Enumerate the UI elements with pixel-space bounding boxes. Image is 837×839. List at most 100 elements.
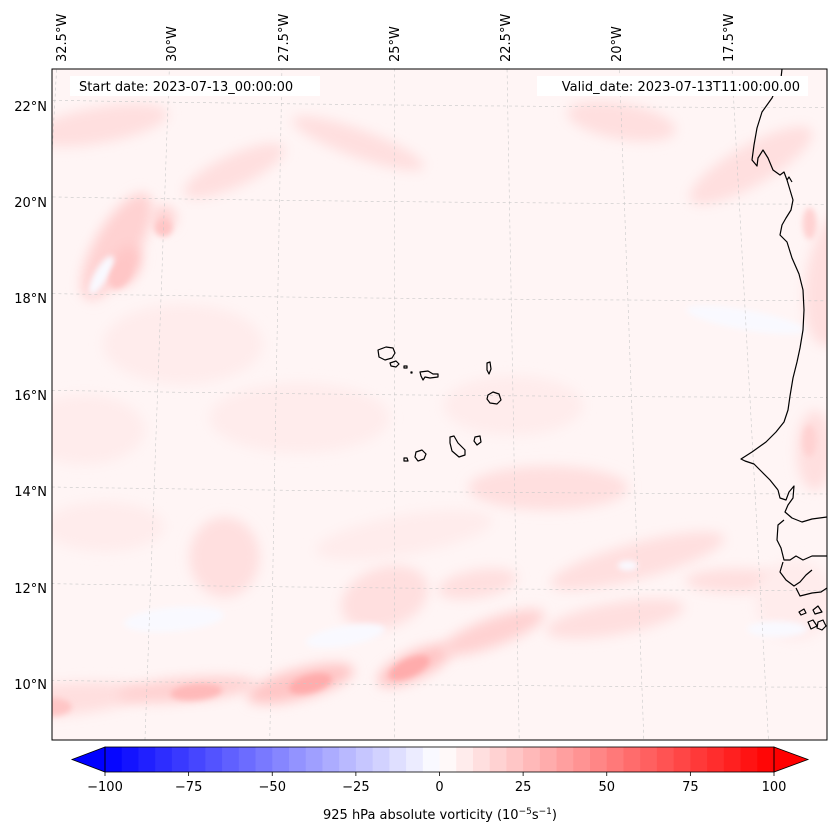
parallel-line <box>52 680 827 688</box>
vorticity-contour <box>802 207 817 240</box>
vorticity-contour <box>102 304 263 384</box>
graticule <box>52 69 827 740</box>
valid-date-label: Valid_date: 2023-07-13T11:00:00.00 <box>562 80 800 95</box>
longitude-tick-label: 22.5°W <box>499 14 514 62</box>
colorbar-cell <box>472 747 491 772</box>
parallel-line <box>52 196 827 205</box>
colorbar-tick-label: −75 <box>175 780 202 795</box>
vorticity-contour <box>567 101 676 142</box>
colorbar-cell <box>573 747 591 772</box>
colorbar-cell <box>105 747 123 772</box>
coastline <box>779 561 813 587</box>
vorticity-contour <box>437 568 517 600</box>
colorbar-cell <box>272 747 290 772</box>
latitude-tick-label: 10°N <box>14 678 47 693</box>
colorbar-ticks: −100 −75 −50 −25 0 25 50 75 100 <box>87 772 786 795</box>
vorticity-contour <box>468 465 629 510</box>
parallel-line <box>52 583 827 591</box>
vorticity-field <box>52 101 827 718</box>
parallel-line <box>52 99 827 108</box>
colorbar-cell <box>389 747 407 772</box>
vorticity-contour <box>804 207 827 346</box>
colorbar-cell <box>439 747 457 772</box>
meridian-line <box>619 69 645 740</box>
vorticity-contour <box>170 683 223 701</box>
vorticity-contour <box>747 621 808 638</box>
coastline <box>414 449 427 462</box>
colorbar: −100 −75 −50 −25 0 25 50 75 100 925 hPa absolute… <box>70 746 810 823</box>
vorticity-contour <box>292 115 425 171</box>
colorbar-cell <box>623 747 641 772</box>
coastline <box>798 608 807 616</box>
vorticity-contour <box>52 698 72 716</box>
vorticity-contour <box>440 609 545 656</box>
vorticity-contour <box>183 143 285 199</box>
longitude-tick-label: 20°W <box>610 26 625 62</box>
parallel-line <box>52 486 827 495</box>
longitude-tick-labels: 32.5°W 30°W 27.5°W 25°W 22.5°W 20°W 17.5°W <box>55 14 737 62</box>
colorbar-cell <box>723 747 742 772</box>
coastline <box>377 346 396 361</box>
latitude-tick-label: 12°N <box>14 582 47 597</box>
coastline <box>410 371 413 374</box>
colorbar-cell <box>171 747 190 772</box>
map-panel: Start date: 2023-07-13_00:00:00 Valid_da… <box>14 14 828 741</box>
vorticity-contour <box>52 103 169 147</box>
start-date-annotation: Start date: 2023-07-13_00:00:00 <box>70 76 320 96</box>
vorticity-contour <box>52 501 165 552</box>
colorbar-cell <box>138 747 156 772</box>
meridian-line <box>144 69 170 740</box>
vorticity-contour <box>550 531 725 590</box>
longitude-tick-label: 30°W <box>165 26 180 62</box>
vorticity-contour <box>341 565 429 630</box>
colorbar-tick-label: 0 <box>435 780 443 795</box>
coastline <box>403 457 409 462</box>
colorbar-tick-label: 100 <box>762 780 787 795</box>
colorbar-tick-label: −100 <box>87 780 123 795</box>
vorticity-contour <box>686 305 805 335</box>
vorticity-contour <box>109 262 131 289</box>
vorticity-contour <box>88 255 114 295</box>
colorbar-cell <box>288 747 307 772</box>
coastline <box>777 485 827 523</box>
colorbar-cell <box>222 747 240 772</box>
latitude-tick-label: 22°N <box>14 100 47 115</box>
coastlines <box>377 69 827 631</box>
colorbar-extend-min <box>70 746 106 773</box>
colorbar-cell <box>255 747 273 772</box>
colorbar-cell <box>121 747 139 772</box>
colorbar-cell <box>506 747 524 772</box>
colorbar-cell <box>757 747 775 772</box>
colorbar-cell <box>523 747 541 772</box>
valid-date-annotation: Valid_date: 2023-07-13T11:00:00.00 <box>537 76 808 96</box>
longitude-tick-label: 25°W <box>388 26 403 62</box>
colorbar-cell <box>155 747 173 772</box>
longitude-tick-label: 32.5°W <box>55 14 70 62</box>
vorticity-contour <box>315 509 493 561</box>
latitude-tick-label: 20°N <box>14 196 47 211</box>
colorbar-cell <box>188 747 206 772</box>
vorticity-contour <box>389 655 430 681</box>
latitude-tick-label: 14°N <box>14 485 47 500</box>
coastline <box>795 587 827 597</box>
colorbar-cell <box>305 747 323 772</box>
colorbar-cell <box>489 747 507 772</box>
coastline <box>786 176 793 183</box>
vorticity-contour <box>755 560 827 641</box>
vorticity-contour <box>617 560 638 571</box>
colorbar-cells <box>105 747 775 772</box>
colorbar-cell <box>656 747 675 772</box>
start-date-label: Start date: 2023-07-13_00:00:00 <box>79 80 293 95</box>
colorbar-tick-label: 50 <box>598 780 615 795</box>
vorticity-contour <box>305 623 385 648</box>
colorbar-extend-max <box>773 746 810 773</box>
vorticity-contour <box>802 424 817 457</box>
coastline <box>449 435 466 458</box>
longitude-tick-label: 27.5°W <box>277 14 292 62</box>
colorbar-cell <box>422 747 441 772</box>
vorticity-contour <box>189 517 260 598</box>
colorbar-cell <box>606 747 624 772</box>
colorbar-cell <box>322 747 340 772</box>
colorbar-cell <box>640 747 658 772</box>
